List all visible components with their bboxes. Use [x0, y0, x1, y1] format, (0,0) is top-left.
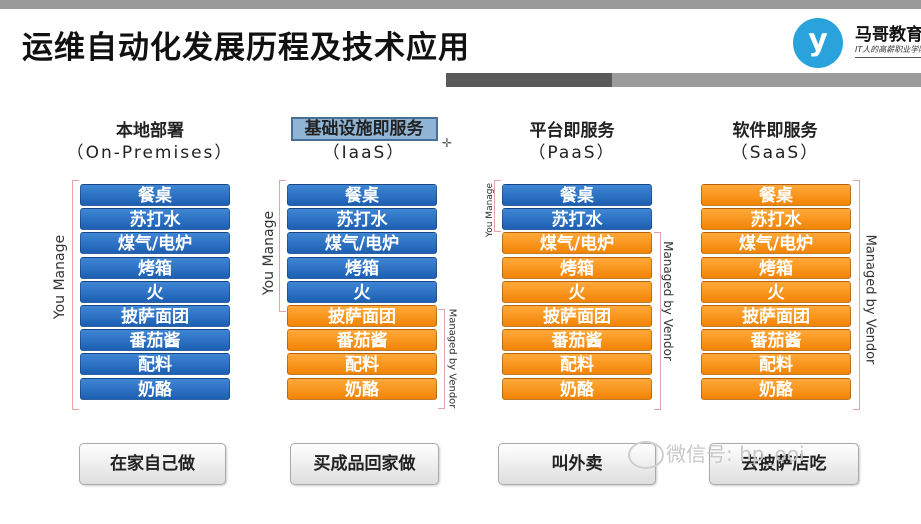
col-iaas-title-highlight[interactable]: 基础设施即服务: [290, 117, 438, 141]
layer-saas-5: 披萨面团: [701, 304, 851, 327]
top-border: [0, 0, 921, 9]
label-iaas-you-manage: You Manage: [261, 210, 277, 296]
bottom-onprem: 在家自己做: [79, 443, 226, 485]
layer-onprem-6: 番茄酱: [80, 329, 230, 352]
wechat-icon: [628, 441, 664, 469]
bracket-iaas-vendor: [438, 309, 445, 409]
label-iaas-vendor: Managed by Vendor: [446, 308, 458, 409]
label-saas-vendor: Managed by Vendor: [862, 234, 878, 365]
layer-onprem-7: 配料: [80, 353, 230, 376]
layer-iaas-4: 火: [287, 280, 437, 303]
bracket-iaas-you: [279, 180, 286, 312]
layer-saas-4: 火: [701, 280, 851, 303]
bracket-onprem-you: [72, 180, 79, 410]
layer-iaas-3: 烤箱: [287, 256, 437, 279]
layer-iaas-1: 苏打水: [287, 208, 437, 231]
layer-iaas-8: 奶酪: [287, 377, 437, 400]
bracket-paas-vendor: [654, 232, 661, 410]
layer-paas-4: 火: [502, 280, 652, 303]
col-iaas-heading: 基础设施即服务 （IaaS）: [254, 117, 474, 164]
logo-name: 马哥教育: [855, 25, 921, 45]
logo-icon: [793, 18, 843, 68]
layer-iaas-2: 煤气/电炉: [287, 232, 437, 255]
layer-paas-8: 奶酪: [502, 377, 652, 400]
col-iaas-sub: （IaaS）: [322, 143, 406, 163]
col-saas-heading: 软件即服务 （SaaS）: [665, 120, 885, 164]
layer-saas-2: 煤气/电炉: [701, 232, 851, 255]
accent-bar-dark: [446, 73, 612, 87]
layer-saas-0: 餐桌: [701, 184, 851, 206]
stack-iaas: 餐桌 苏打水 煤气/电炉 烤箱 火 披萨面团 番茄酱 配料 奶酪: [287, 184, 437, 402]
layer-onprem-2: 煤气/电炉: [80, 232, 230, 255]
layer-onprem-0: 餐桌: [80, 184, 230, 206]
col-saas-title: 软件即服务: [732, 121, 818, 141]
col-onprem-title: 本地部署: [116, 121, 184, 141]
layer-iaas-6: 番茄酱: [287, 329, 437, 352]
watermark-text: 微信号: hp_ooi: [666, 442, 805, 466]
stack-paas: 餐桌 苏打水 煤气/电炉 烤箱 火 披萨面团 番茄酱 配料 奶酪: [502, 184, 652, 402]
layer-iaas-0: 餐桌: [287, 184, 437, 206]
stack-onprem: 餐桌 苏打水 煤气/电炉 烤箱 火 披萨面团 番茄酱 配料 奶酪: [80, 184, 230, 402]
layer-paas-5: 披萨面团: [502, 304, 652, 327]
page-title: 运维自动化发展历程及技术应用: [22, 30, 470, 66]
layer-paas-0: 餐桌: [502, 184, 652, 206]
layer-saas-6: 番茄酱: [701, 329, 851, 352]
layer-paas-3: 烤箱: [502, 256, 652, 279]
layer-iaas-7: 配料: [287, 353, 437, 376]
layer-onprem-3: 烤箱: [80, 256, 230, 279]
logo-underline: [855, 57, 921, 58]
layer-iaas-5: 披萨面团: [287, 304, 437, 327]
layer-paas-2: 煤气/电炉: [502, 232, 652, 255]
layer-paas-6: 番茄酱: [502, 329, 652, 352]
layer-saas-1: 苏打水: [701, 208, 851, 231]
layer-onprem-8: 奶酪: [80, 377, 230, 400]
bottom-saas: 去披萨店吃: [709, 443, 859, 485]
logo-glyph: y: [808, 23, 828, 58]
col-paas-title: 平台即服务: [529, 121, 615, 141]
layer-saas-3: 烤箱: [701, 256, 851, 279]
accent-bar-light: [612, 73, 921, 87]
col-paas-sub: （PaaS）: [528, 143, 616, 163]
col-iaas-title: 基础设施即服务: [254, 117, 474, 141]
stack-saas: 餐桌 苏打水 煤气/电炉 烤箱 火 披萨面团 番茄酱 配料 奶酪: [701, 184, 851, 402]
col-paas-heading: 平台即服务 （PaaS）: [462, 120, 682, 164]
bottom-iaas: 买成品回家做: [290, 443, 439, 485]
mouse-cursor-icon: ✛: [442, 136, 453, 150]
label-paas-you-manage: You Manage: [485, 182, 495, 238]
layer-saas-7: 配料: [701, 353, 851, 376]
layer-paas-7: 配料: [502, 353, 652, 376]
layer-saas-8: 奶酪: [701, 377, 851, 400]
layer-onprem-5: 披萨面团: [80, 304, 230, 327]
label-paas-vendor: Managed by Vendor: [661, 241, 675, 361]
bracket-paas-you: [494, 180, 501, 232]
col-saas-sub: （SaaS）: [730, 143, 820, 163]
bracket-saas-vendor: [853, 180, 860, 410]
layer-onprem-4: 火: [80, 280, 230, 303]
col-onprem-heading: 本地部署 （On-Premises）: [40, 120, 260, 164]
logo-slogan: IT人的高薪职业学院: [855, 45, 921, 54]
col-onprem-sub: （On-Premises）: [66, 143, 234, 163]
layer-paas-1: 苏打水: [502, 208, 652, 231]
layer-onprem-1: 苏打水: [80, 208, 230, 231]
label-onprem-you-manage: You Manage: [52, 234, 68, 320]
